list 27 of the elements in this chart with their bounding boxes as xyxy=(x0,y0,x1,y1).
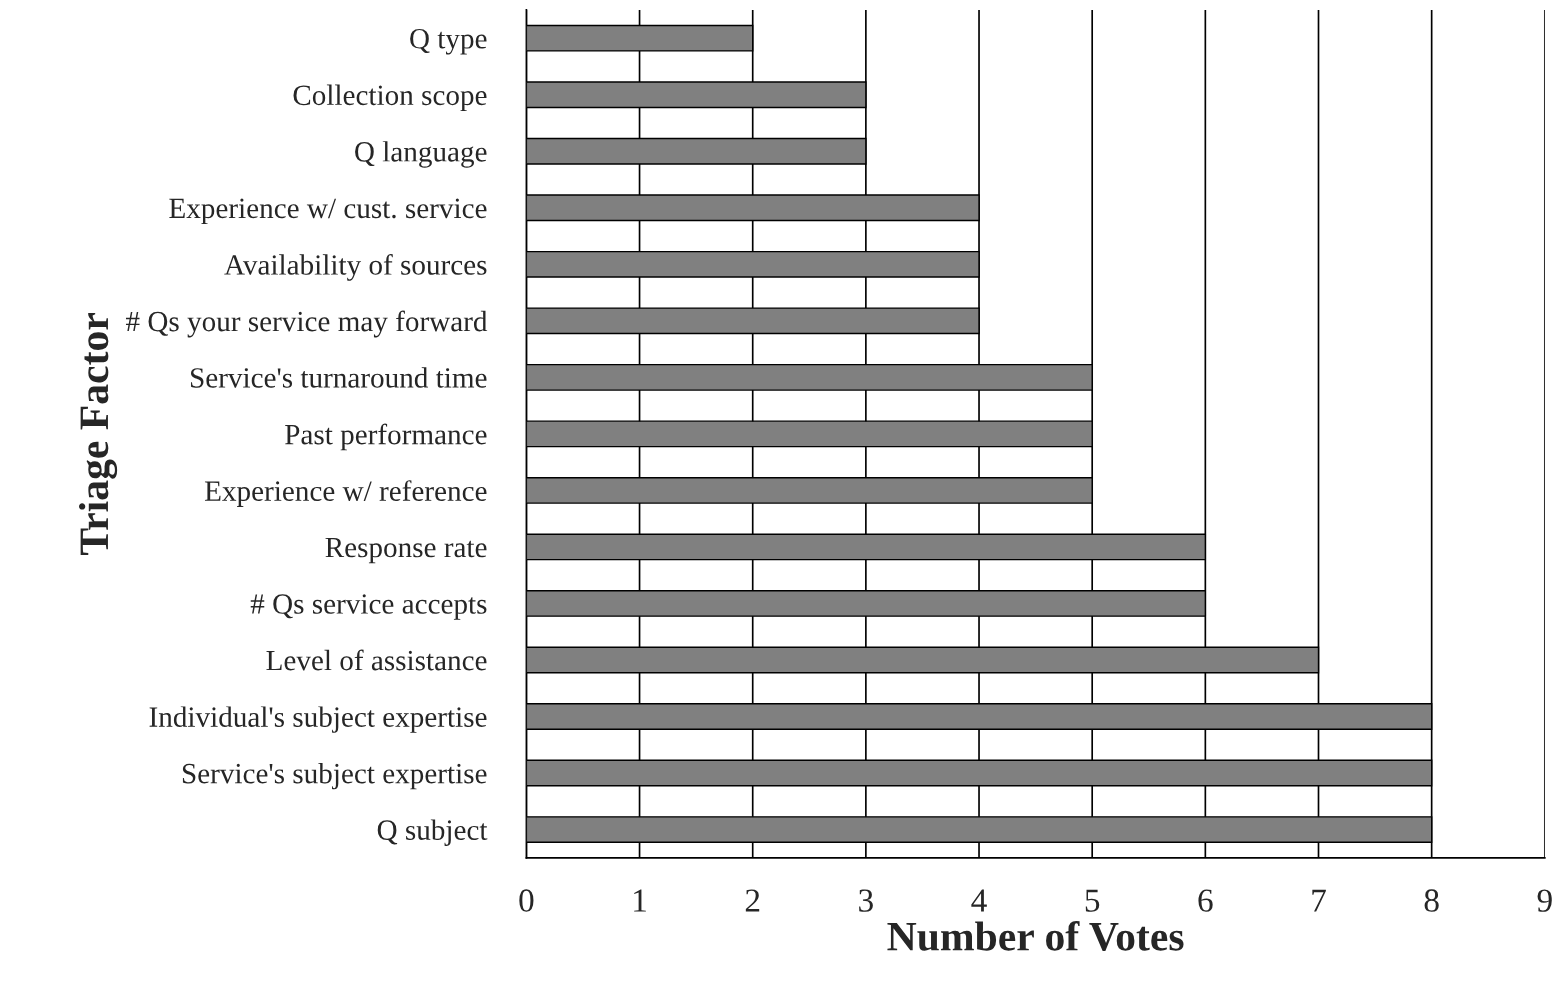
x-tick-label: 8 xyxy=(1424,889,1439,912)
x-tick-label: 4 xyxy=(971,889,987,912)
y-tick-label: Experience w/ reference xyxy=(204,480,487,507)
x-tick-label: 9 xyxy=(1537,889,1552,912)
y-tick-label: Experience w/ cust. service xyxy=(169,198,487,225)
y-tick-label: Individual's subject expertise xyxy=(149,706,487,733)
y-axis-title: Triage Factor xyxy=(79,313,118,555)
y-tick-label: Service's turnaround time xyxy=(190,367,487,388)
x-tick-label: 2 xyxy=(745,889,760,912)
y-tick-label: # Qs service accepts xyxy=(250,594,487,620)
x-tick-label: 0 xyxy=(519,889,534,912)
y-tick-label: Collection scope xyxy=(293,84,487,112)
x-tick-label: 1 xyxy=(634,889,646,912)
y-tick-label: Level of assistance xyxy=(266,649,487,671)
y-tick-label: Q language xyxy=(355,141,487,168)
y-tick-label: # Qs your service may forward xyxy=(125,310,488,338)
x-tick-label: 5 xyxy=(1085,889,1100,912)
x-tick-label: 7 xyxy=(1312,889,1326,912)
y-tick-label: Q subject xyxy=(377,819,488,846)
x-axis-title: Number of Votes xyxy=(887,920,1184,951)
y-tick-label: Availability of sources xyxy=(224,254,487,281)
y-tick-label: Past performance xyxy=(285,423,487,451)
y-tick-label: Response rate xyxy=(325,537,487,564)
x-tick-label: 6 xyxy=(1198,889,1213,912)
x-tick-label: 3 xyxy=(859,889,873,912)
y-tick-label: Service's subject expertise xyxy=(182,762,487,790)
y-tick-label: Q type xyxy=(410,28,487,55)
